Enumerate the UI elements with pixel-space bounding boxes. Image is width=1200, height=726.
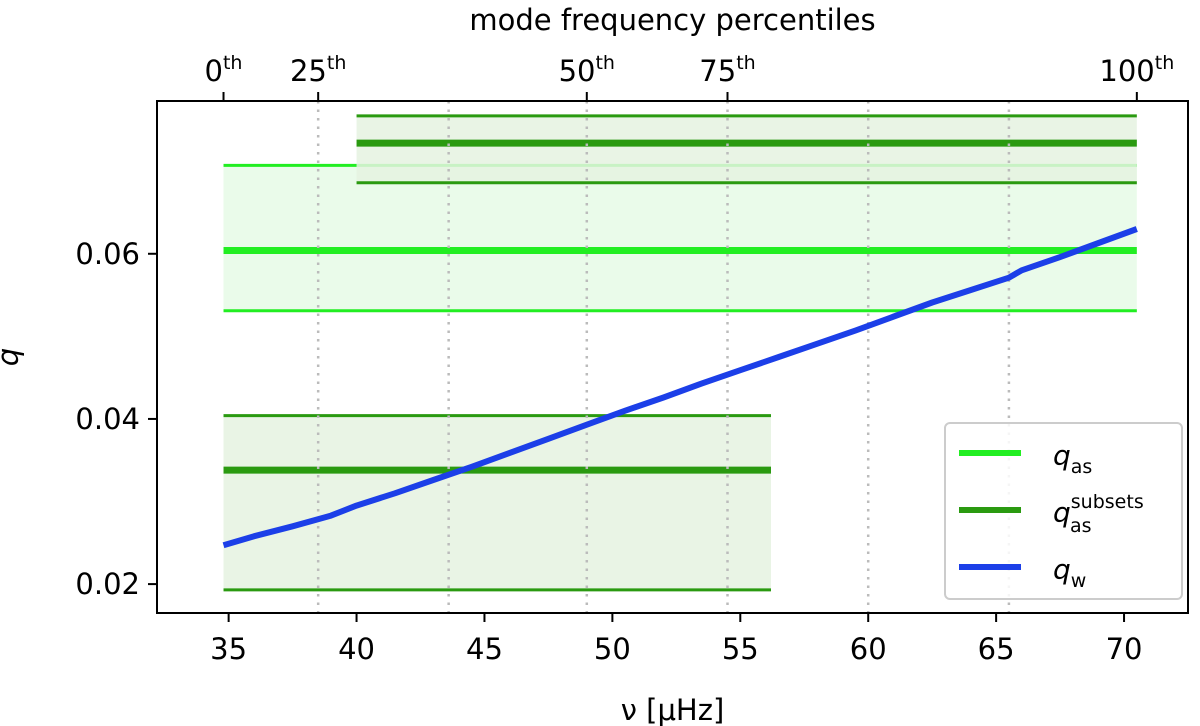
x-tick-label: 35: [210, 632, 247, 666]
x-tick-label: 45: [466, 632, 503, 666]
top-axis: 0th 25th 50th 75th 100th: [205, 52, 1174, 101]
legend-label: qsubsets as: [1053, 491, 1144, 537]
y-tick-label: 0.02: [75, 567, 140, 601]
series-lines: [222, 226, 1138, 549]
top-tick-label: 100th: [1099, 52, 1174, 88]
x-tick-label: 40: [338, 632, 375, 666]
y-axis-title: q: [0, 348, 25, 366]
band-q_as-0: [223, 163, 1137, 313]
bottom-axis: 35 40 45 50 55 60 65 70: [210, 613, 1142, 666]
x-tick-label: 50: [594, 632, 631, 666]
x-tick-label: 65: [978, 632, 1015, 666]
legend: qas qsubsets as qw: [944, 422, 1183, 600]
legend-box: [944, 422, 1183, 600]
legend-label: qas: [1053, 439, 1092, 478]
band-fill: [356, 115, 1137, 183]
legend-label: qw: [1053, 553, 1086, 592]
band-fill: [223, 415, 771, 590]
top-tick-label: 0th: [205, 52, 243, 88]
uncertainty-bands: [223, 114, 1137, 592]
legend-entry-q_w: qw: [959, 553, 1086, 592]
series-line-q_w: [222, 226, 1138, 549]
band-fill: [223, 165, 1137, 311]
percentile-gridlines: [316, 101, 1011, 613]
plot-frame: [156, 100, 1189, 614]
band-q_as_subsets-2: [223, 414, 771, 592]
y-tick-label: 0.04: [75, 402, 140, 436]
band-q_as_subsets-1: [356, 114, 1137, 185]
top-tick-label: 75th: [699, 52, 755, 88]
top-tick-label: 50th: [559, 52, 615, 88]
top-axis-title: mode frequency percentiles: [469, 3, 875, 37]
x-tick-label: 55: [722, 632, 759, 666]
legend-entry-q_as_subsets: qsubsets as: [959, 491, 1144, 537]
legend-entry-q_as: qas: [959, 439, 1092, 478]
top-tick-label: 25th: [290, 52, 346, 88]
left-axis: 0.02 0.04 0.06: [75, 237, 157, 601]
x-axis-title: ν [μHz]: [621, 693, 725, 726]
y-tick-label: 0.06: [75, 237, 140, 271]
x-tick-label: 70: [1106, 632, 1143, 666]
x-tick-label: 60: [850, 632, 887, 666]
